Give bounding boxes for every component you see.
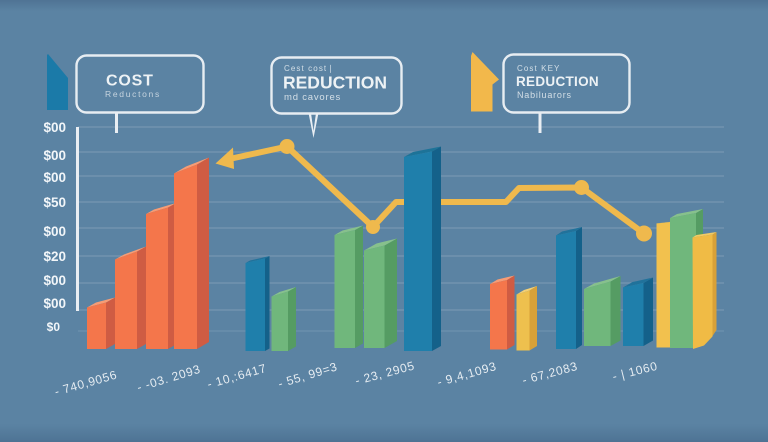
svg-text:REDUCTION: REDUCTION <box>516 74 599 89</box>
svg-text:$00: $00 <box>43 120 66 135</box>
svg-text:Nabiluarors: Nabiluarors <box>517 90 572 100</box>
svg-text:$00: $00 <box>43 296 66 311</box>
svg-text:md cavores: md cavores <box>284 92 341 103</box>
svg-text:$00: $00 <box>43 148 66 163</box>
svg-text:Cest cost❘: Cest cost❘ <box>284 64 335 73</box>
svg-text:COST: COST <box>106 73 154 90</box>
svg-text:Cost KEY: Cost KEY <box>517 64 560 73</box>
svg-text:$00: $00 <box>43 273 66 288</box>
svg-text:Reductons: Reductons <box>105 89 161 99</box>
svg-text:$0: $0 <box>47 320 61 334</box>
svg-text:$50: $50 <box>43 195 66 210</box>
svg-text:REDUCTION: REDUCTION <box>283 73 387 93</box>
svg-text:$00: $00 <box>43 170 66 185</box>
svg-text:$20: $20 <box>43 249 66 264</box>
svg-text:$00: $00 <box>43 224 66 239</box>
